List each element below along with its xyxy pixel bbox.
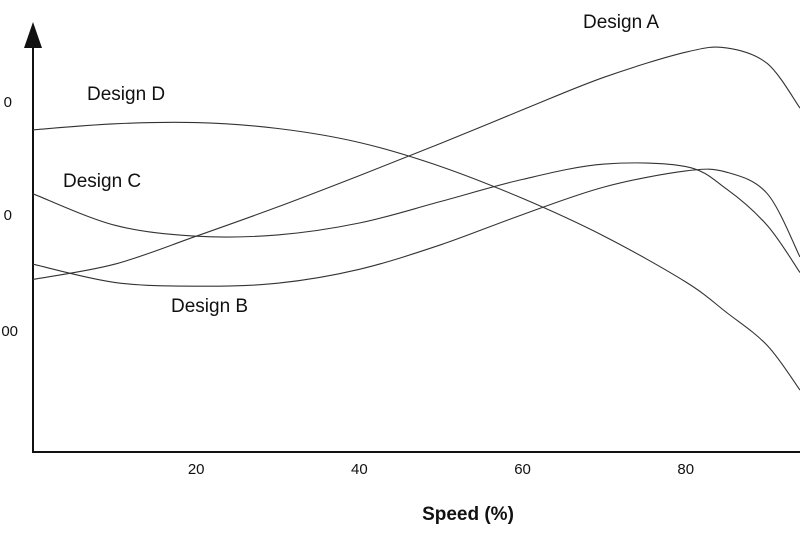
y-tick-labels: 0 0 00 bbox=[1, 94, 18, 340]
series-labels: Design A Design B Design C Design D bbox=[63, 12, 659, 317]
series-label-design-b: Design B bbox=[171, 296, 248, 317]
axes bbox=[24, 22, 800, 453]
x-tick-labels: 20 40 60 80 bbox=[188, 461, 694, 478]
x-tick-label: 60 bbox=[514, 461, 531, 478]
series-label-design-c: Design C bbox=[63, 171, 141, 192]
series-label-design-d: Design D bbox=[87, 84, 165, 105]
x-tick-label: 20 bbox=[188, 461, 205, 478]
series-line-design-c bbox=[32, 162, 800, 273]
y-tick-label: 0 bbox=[4, 94, 12, 111]
series-line-design-a bbox=[32, 46, 800, 280]
x-tick-label: 40 bbox=[351, 461, 368, 478]
x-tick-label: 80 bbox=[677, 461, 694, 478]
series-label-design-a: Design A bbox=[583, 12, 659, 33]
x-axis-title: Speed (%) bbox=[422, 504, 514, 525]
y-tick-label: 00 bbox=[1, 323, 18, 340]
series-line-design-d bbox=[32, 121, 800, 391]
series-line-design-b bbox=[32, 168, 800, 287]
y-axis-arrow bbox=[24, 22, 42, 48]
y-tick-label: 0 bbox=[4, 207, 12, 224]
series-lines bbox=[32, 46, 800, 391]
